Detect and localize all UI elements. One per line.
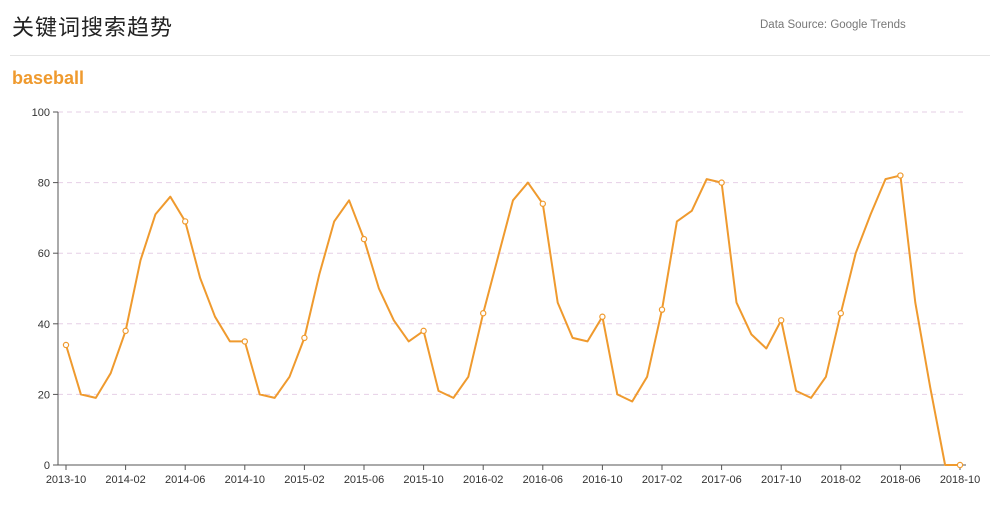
- x-tick-label: 2018-02: [821, 474, 861, 486]
- y-tick-label: 100: [32, 107, 50, 119]
- x-tick-label: 2017-10: [761, 474, 801, 486]
- chart-title: baseball: [12, 68, 85, 88]
- data-point: [241, 338, 248, 345]
- page-title: 关键词搜索趋势: [12, 16, 174, 41]
- data-point: [301, 334, 308, 342]
- x-tick-label: 2014-10: [225, 474, 265, 486]
- y-tick-label: 60: [38, 248, 50, 260]
- data-point: [599, 313, 606, 320]
- data-point: [658, 306, 666, 313]
- data-point: [718, 179, 725, 186]
- data-point: [539, 200, 547, 207]
- y-tick-label: 0: [44, 460, 50, 472]
- x-tick-label: 2018-10: [940, 474, 980, 486]
- series-baseball: [62, 172, 964, 469]
- y-tick-label: 20: [38, 389, 50, 401]
- axes: 0 20 40 60 80 100 2013-10 2014-02 2014-06 2014-10…: [32, 107, 981, 486]
- data-point: [480, 310, 487, 317]
- data-point: [778, 317, 785, 324]
- data-point: [62, 341, 70, 349]
- x-tick-label: 2015-06: [344, 474, 384, 486]
- y-tick-label: 80: [38, 178, 50, 190]
- x-tick-label: 2016-06: [523, 474, 563, 486]
- data-point: [360, 235, 368, 243]
- x-tick-label: 2017-06: [701, 474, 741, 486]
- data-point: [897, 172, 904, 179]
- data-point: [837, 310, 845, 317]
- y-tick-label: 40: [38, 319, 50, 331]
- data-point: [122, 327, 129, 335]
- x-tick-label: 2014-02: [105, 474, 145, 486]
- x-tick-label: 2016-10: [582, 474, 622, 486]
- x-tick-label: 2016-02: [463, 474, 503, 486]
- series-line: [65, 174, 960, 466]
- x-tick-label: 2015-10: [403, 474, 443, 486]
- x-tick-label: 2013-10: [46, 474, 86, 486]
- data-point: [181, 218, 189, 225]
- x-tick-label: 2014-06: [165, 474, 205, 486]
- data-point: [956, 461, 964, 469]
- x-tick-label: 2018-06: [880, 474, 920, 486]
- x-tick-label: 2015-02: [284, 474, 324, 486]
- x-tick-label: 2017-02: [642, 474, 682, 486]
- data-point: [420, 327, 427, 335]
- data-source-note: Data Source: Google Trends: [760, 19, 906, 31]
- header-divider: [10, 55, 990, 56]
